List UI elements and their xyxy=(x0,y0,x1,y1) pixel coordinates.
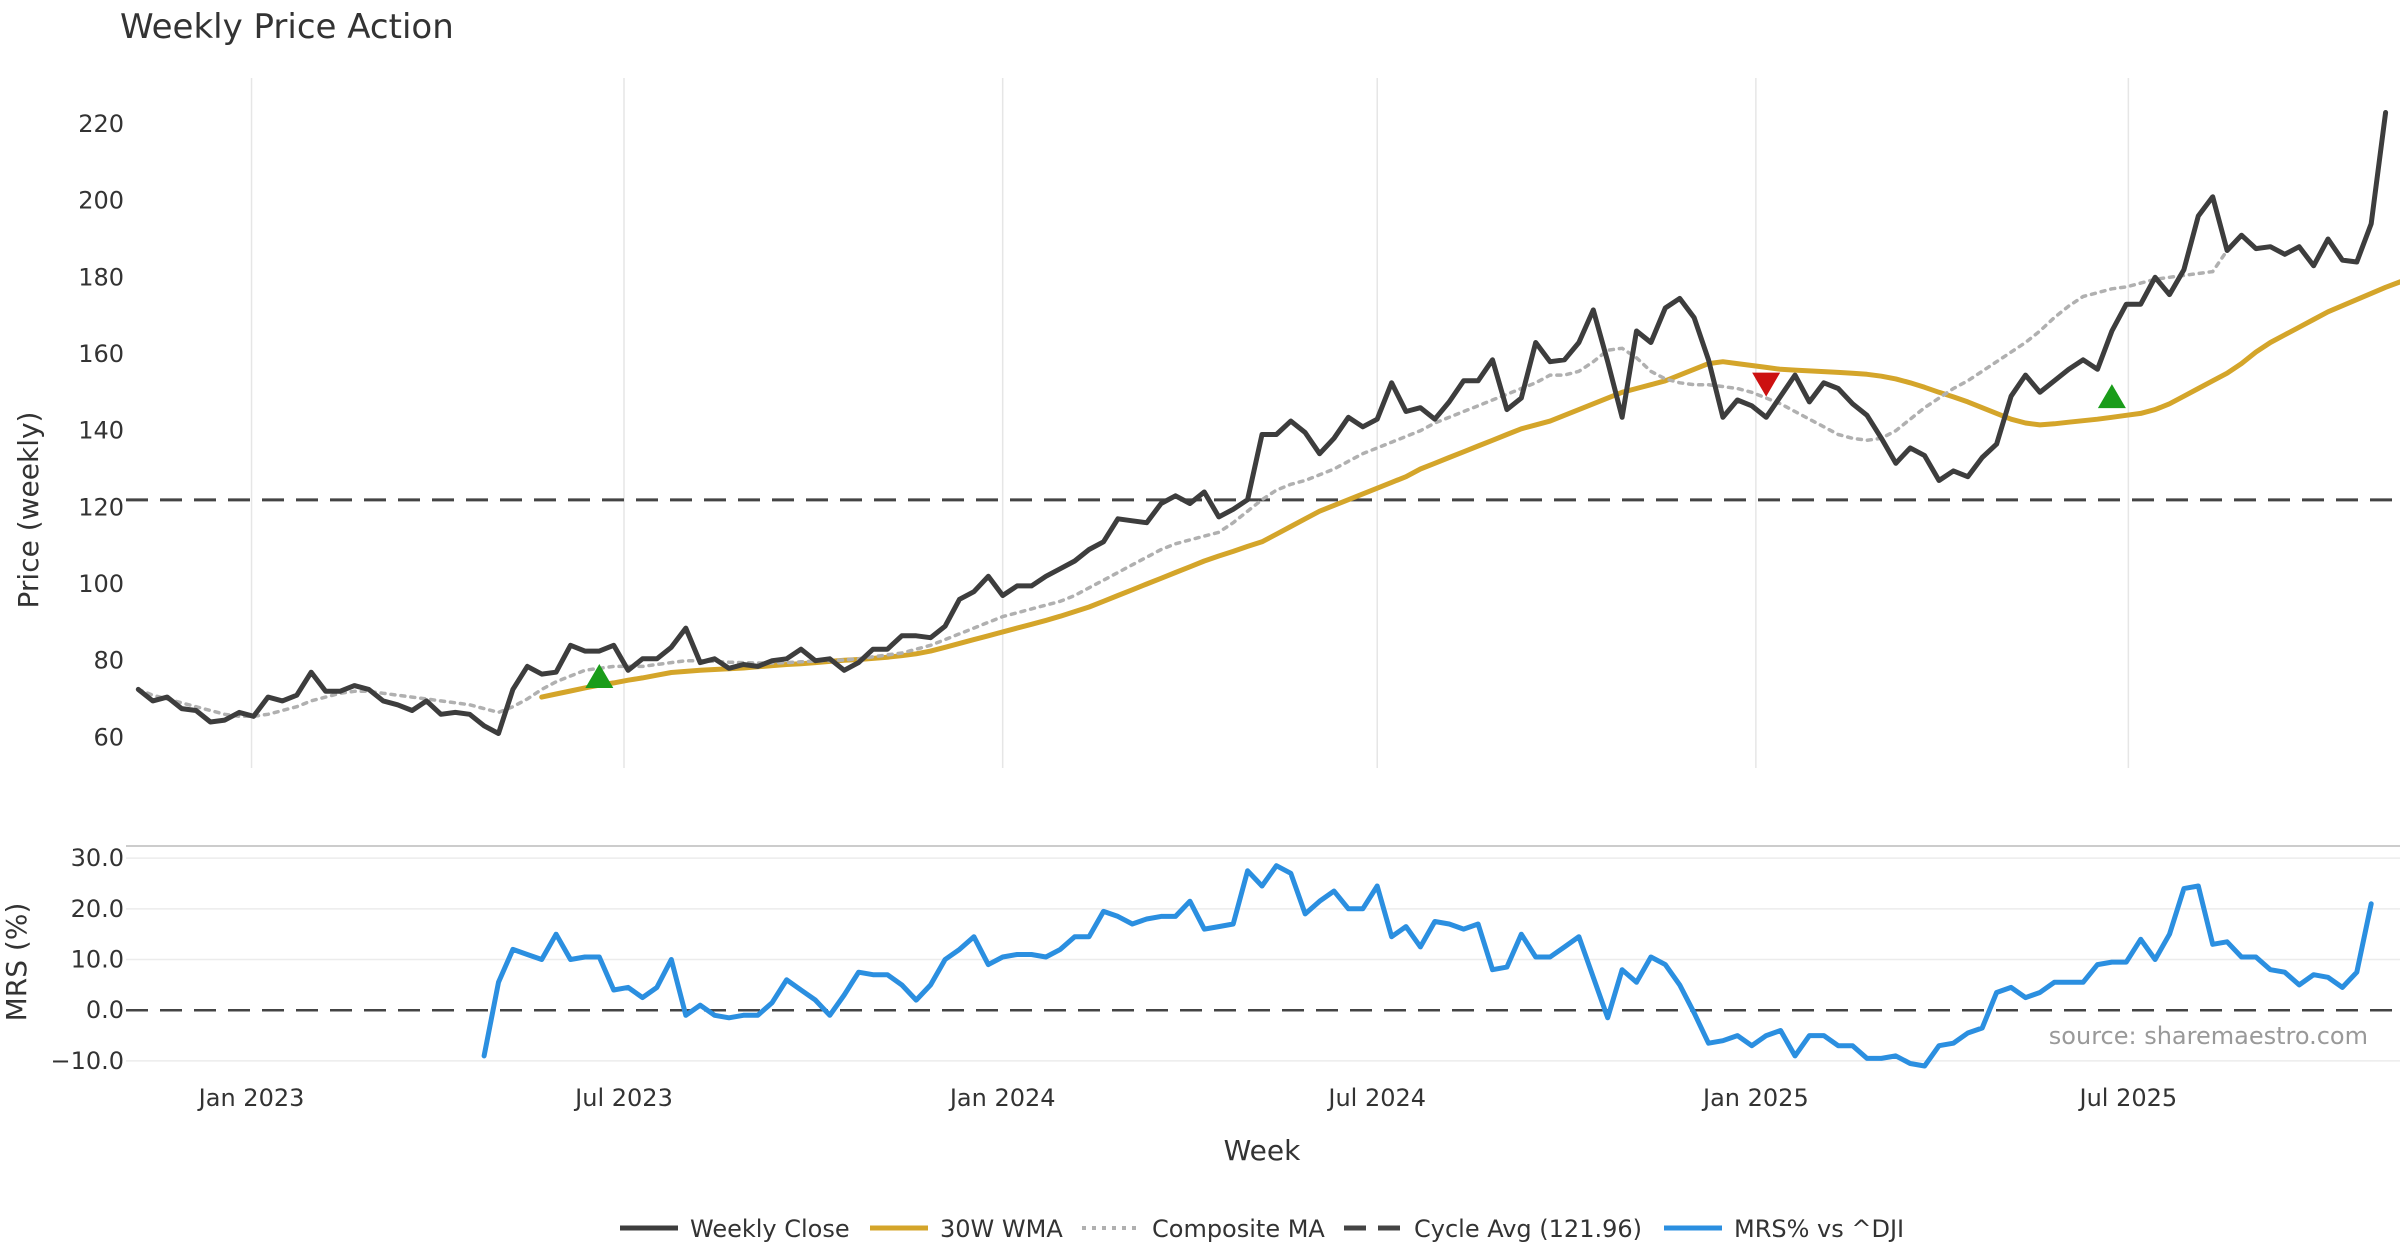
buy-signal-marker xyxy=(2097,384,2126,409)
price-y-tick-label: 100 xyxy=(78,570,124,598)
x-axis-ticks: Jan 2023 Jul 2023 Jan 2024 Jul 2024 Jan 2025… xyxy=(197,1084,2178,1112)
mrs-line xyxy=(481,863,2374,1069)
weekly-close-line xyxy=(135,110,2389,736)
price-y-ticks: 60 80 100 120 140 160 180 200 220 xyxy=(78,110,124,751)
x-tick-label: Jul 2024 xyxy=(1326,1084,1426,1112)
legend-label: Cycle Avg (121.96) xyxy=(1414,1215,1642,1243)
legend-label: Composite MA xyxy=(1152,1215,1325,1243)
legend-label: 30W WMA xyxy=(940,1215,1063,1243)
price-panel-grid xyxy=(250,78,2130,768)
mrs-y-tick-label: −10.0 xyxy=(50,1047,124,1075)
price-y-tick-label: 120 xyxy=(78,493,124,521)
legend: Weekly Close 30W WMA Composite MA Cycle Avg… xyxy=(620,1215,1904,1243)
mrs-y-tick-label: 0.0 xyxy=(86,996,124,1024)
mrs-y-tick-label: 30.0 xyxy=(71,844,124,872)
signal-markers xyxy=(585,372,2126,688)
price-y-tick-label: 80 xyxy=(93,647,124,675)
mrs-y-ticks: −10.0 0.0 10.0 20.0 30.0 xyxy=(50,844,124,1075)
legend-label: Weekly Close xyxy=(690,1215,850,1243)
price-y-tick-label: 180 xyxy=(78,263,124,291)
price-y-tick-label: 60 xyxy=(93,723,124,751)
price-series xyxy=(126,110,2400,736)
mrs-panel-grid xyxy=(126,845,2400,1062)
x-axis-label: Week xyxy=(1224,1134,1301,1167)
composite-ma-line xyxy=(136,248,2229,719)
x-tick-label: Jan 2025 xyxy=(1701,1084,1809,1112)
x-tick-label: Jan 2024 xyxy=(948,1084,1056,1112)
sell-signal-marker xyxy=(1752,372,1781,397)
wma-30w-line xyxy=(539,279,2400,700)
source-watermark: source: sharemaestro.com xyxy=(2049,1022,2368,1050)
mrs-y-tick-label: 10.0 xyxy=(71,946,124,974)
chart-title: Weekly Price Action xyxy=(120,7,454,47)
price-y-tick-label: 160 xyxy=(78,340,124,368)
price-y-axis-label: Price (weekly) xyxy=(12,412,45,609)
price-y-tick-label: 220 xyxy=(78,110,124,138)
mrs-y-tick-label: 20.0 xyxy=(71,895,124,923)
mrs-y-axis-label: MRS (%) xyxy=(0,903,33,1022)
price-y-tick-label: 140 xyxy=(78,417,124,445)
x-tick-label: Jul 2025 xyxy=(2078,1084,2178,1112)
mrs-series xyxy=(481,863,2374,1069)
price-y-tick-label: 200 xyxy=(78,187,124,215)
buy-signal-marker xyxy=(585,664,614,688)
legend-label: MRS% vs ^DJI xyxy=(1734,1215,1904,1243)
x-tick-label: Jan 2023 xyxy=(197,1084,305,1112)
x-tick-label: Jul 2023 xyxy=(573,1084,673,1112)
